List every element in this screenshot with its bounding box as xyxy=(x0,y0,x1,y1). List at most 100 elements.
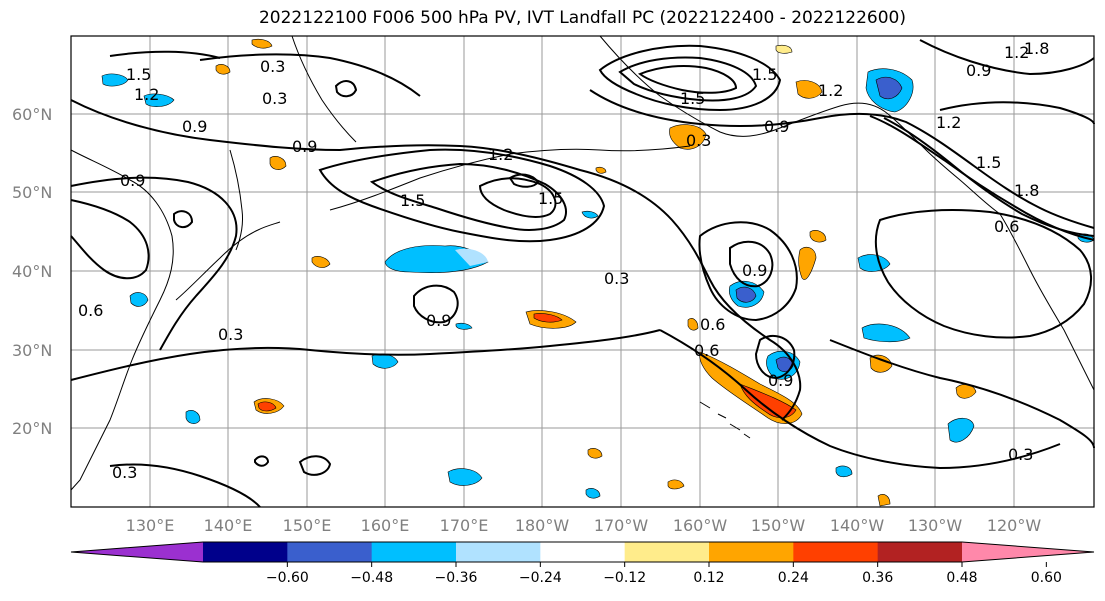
contour-line xyxy=(754,334,796,380)
shade-neg-patch xyxy=(857,254,891,272)
shade-neg-patch xyxy=(455,248,488,266)
shade-pos-strong xyxy=(257,401,277,412)
lat-label: 60°N xyxy=(12,105,52,124)
coastlines xyxy=(70,35,1095,491)
shade-pos-patch xyxy=(877,494,891,507)
colorbar-swatch xyxy=(793,542,879,562)
contour-line xyxy=(883,117,1095,237)
shade-neg-patch xyxy=(143,93,175,107)
contour-label: 1.8 xyxy=(1014,181,1039,200)
contour-line xyxy=(637,65,738,94)
lon-label: 180°W xyxy=(515,516,570,535)
colorbar-tick-label: −0.36 xyxy=(435,570,478,586)
coastline-asia xyxy=(70,149,174,491)
contour-line xyxy=(70,199,150,280)
lat-label: 20°N xyxy=(12,419,52,438)
colorbar-extend-high xyxy=(962,542,1094,562)
colorbar-swatch xyxy=(877,542,963,562)
shade-pos-patch xyxy=(587,448,603,459)
shade-pos-strong xyxy=(533,313,563,323)
lon-label: 150°E xyxy=(283,516,332,535)
colorbar-tick-label: 0.12 xyxy=(693,570,724,586)
contour-label: 0.9 xyxy=(182,117,207,136)
contour-label: 0.9 xyxy=(120,171,145,190)
lon-label: 160°W xyxy=(673,516,728,535)
contour-line xyxy=(318,148,606,243)
map-panel: 1.5 1.2 0.3 0.3 0.9 0.9 0.9 1.2 1.5 1.5 … xyxy=(70,35,1095,508)
shade-pos-patch xyxy=(215,64,231,75)
contour-label: 0.9 xyxy=(966,61,991,80)
map-frame xyxy=(70,35,1095,508)
lon-label: 130°E xyxy=(126,516,175,535)
colorbar-outline xyxy=(70,541,1095,563)
colorbar-extend-low xyxy=(71,542,203,562)
contour-label: 1.2 xyxy=(818,81,843,100)
contour-line xyxy=(70,329,661,381)
coastline-sakhalin xyxy=(229,149,243,251)
colorbar-swatch xyxy=(709,542,794,562)
shade-pos-patch xyxy=(809,230,827,243)
contour-line xyxy=(939,101,1095,125)
colorbar-tick-label: 0.48 xyxy=(946,570,977,586)
contour-label: 0.9 xyxy=(764,117,789,136)
colorbar-swatch xyxy=(540,542,626,562)
contour-label: 1.5 xyxy=(752,65,777,84)
contour-line xyxy=(729,240,774,288)
lon-label: 140°E xyxy=(204,516,253,535)
colorbar-tick-label: −0.24 xyxy=(519,570,562,586)
colorbar-tick-label: 0.60 xyxy=(1031,570,1062,586)
shade-neg-strong xyxy=(735,286,757,303)
lat-label: 50°N xyxy=(12,183,52,202)
contour-label: 0.3 xyxy=(262,89,287,108)
shade-pos-patch xyxy=(269,156,287,170)
coastline-hawaii xyxy=(699,401,751,439)
lon-label: 160°E xyxy=(361,516,410,535)
shade-neg-patch xyxy=(129,292,149,307)
pv-contours xyxy=(70,39,1095,508)
shade-neg-patch xyxy=(455,322,473,330)
contour-line xyxy=(369,162,567,231)
shade-pos-patch xyxy=(251,38,273,49)
contour-label-group: 1.5 1.2 0.3 0.3 0.9 0.9 0.9 1.2 1.5 1.5 … xyxy=(78,39,1049,482)
shade-neg-patch xyxy=(581,210,599,219)
contour-line xyxy=(618,56,758,102)
shade-pos-patch xyxy=(669,124,707,150)
contour-label: 1.2 xyxy=(134,85,159,104)
contour-line xyxy=(173,210,194,228)
contour-label: 1.5 xyxy=(680,89,705,108)
colorbar: −0.60 −0.48 −0.36 −0.24 −0.12 0.12 0.24 0.36 0.4… xyxy=(70,541,1095,586)
contour-label: 0.3 xyxy=(686,131,711,150)
shade-pos-patch xyxy=(869,354,893,373)
lat-label: 30°N xyxy=(12,341,52,360)
shade-pos-patch xyxy=(595,166,607,174)
colorbar-tick-label: 0.36 xyxy=(862,570,893,586)
contour-label: 0.6 xyxy=(700,315,725,334)
contour-line xyxy=(698,221,798,322)
shade-neg-patch xyxy=(861,323,911,343)
colorbar-swatch xyxy=(624,542,710,562)
contour-label: 1.2 xyxy=(936,113,961,132)
contour-label: 0.6 xyxy=(694,341,719,360)
shade-pos-patch xyxy=(775,44,793,54)
shade-neg-patch xyxy=(101,73,129,87)
contour-label: 1.5 xyxy=(538,189,563,208)
shade-pos-patch xyxy=(955,384,977,399)
contour-label: 0.9 xyxy=(742,261,767,280)
contour-label: 1.5 xyxy=(126,65,151,84)
coastline-north-america xyxy=(999,213,1095,391)
longitude-labels: 130°E 140°E 150°E 160°E 170°E 180°W 170°… xyxy=(126,516,1042,535)
contour-label: 1.2 xyxy=(488,145,513,164)
lon-label: 150°W xyxy=(751,516,806,535)
colorbar-tick-label: 0.24 xyxy=(778,570,809,586)
map-title: 2022122100 F006 500 hPa PV, IVT Landfall… xyxy=(258,8,906,28)
contour-label: 0.3 xyxy=(604,269,629,288)
shade-neg-patch xyxy=(835,465,853,478)
contour-label: 0.6 xyxy=(994,217,1019,236)
contour-line xyxy=(334,80,358,98)
contour-line xyxy=(70,176,238,351)
shade-neg-patch xyxy=(185,410,201,424)
contour-line xyxy=(109,463,261,508)
contour-label: 0.3 xyxy=(218,325,243,344)
lon-label: 130°W xyxy=(908,516,963,535)
contour-label: 0.3 xyxy=(112,463,137,482)
